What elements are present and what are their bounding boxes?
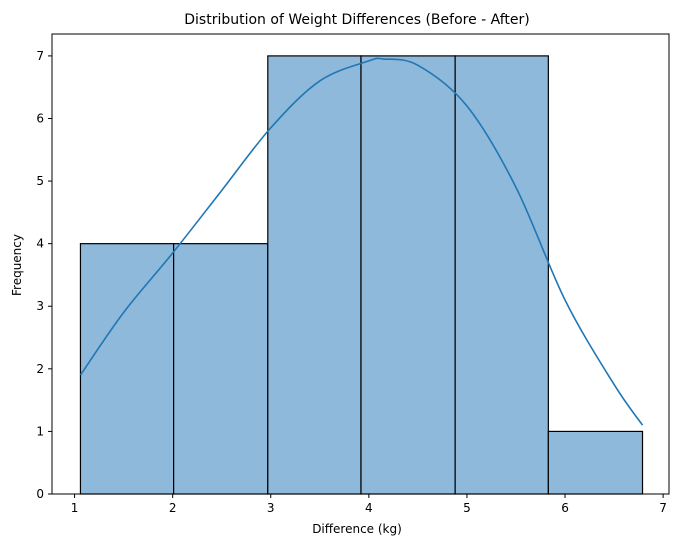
y-axis-label: Frequency (10, 234, 24, 296)
x-tick-label: 4 (365, 501, 373, 515)
x-tick-label: 3 (267, 501, 275, 515)
kde-curve (79, 57, 644, 426)
plot-area: 1 2 3 4 5 6 7 0 1 2 3 4 5 6 7 (36, 33, 670, 515)
x-tick-label: 2 (169, 501, 177, 515)
y-tick-label: 1 (36, 424, 44, 438)
y-tick-label: 5 (36, 174, 44, 188)
x-axis-label: Difference (kg) (312, 522, 402, 536)
histogram-bar (360, 55, 456, 495)
y-tick-label: 7 (36, 49, 44, 63)
y-tick-label: 6 (36, 111, 44, 125)
y-tick-label: 2 (36, 362, 44, 376)
chart-title: Distribution of Weight Differences (Befo… (184, 12, 529, 28)
y-tick-label: 3 (36, 299, 44, 313)
x-tick-label: 6 (561, 501, 569, 515)
x-tick-label: 7 (659, 501, 667, 515)
histogram-bar (173, 243, 269, 495)
histogram-bar (454, 55, 549, 495)
histogram-bar (547, 430, 644, 495)
histogram-bar (79, 243, 175, 495)
y-tick-label: 0 (36, 487, 44, 501)
plot-frame (51, 33, 670, 495)
x-tick-label: 1 (71, 501, 79, 515)
x-tick-label: 5 (463, 501, 471, 515)
histogram-bar (267, 55, 362, 495)
y-tick-label: 4 (36, 237, 44, 251)
